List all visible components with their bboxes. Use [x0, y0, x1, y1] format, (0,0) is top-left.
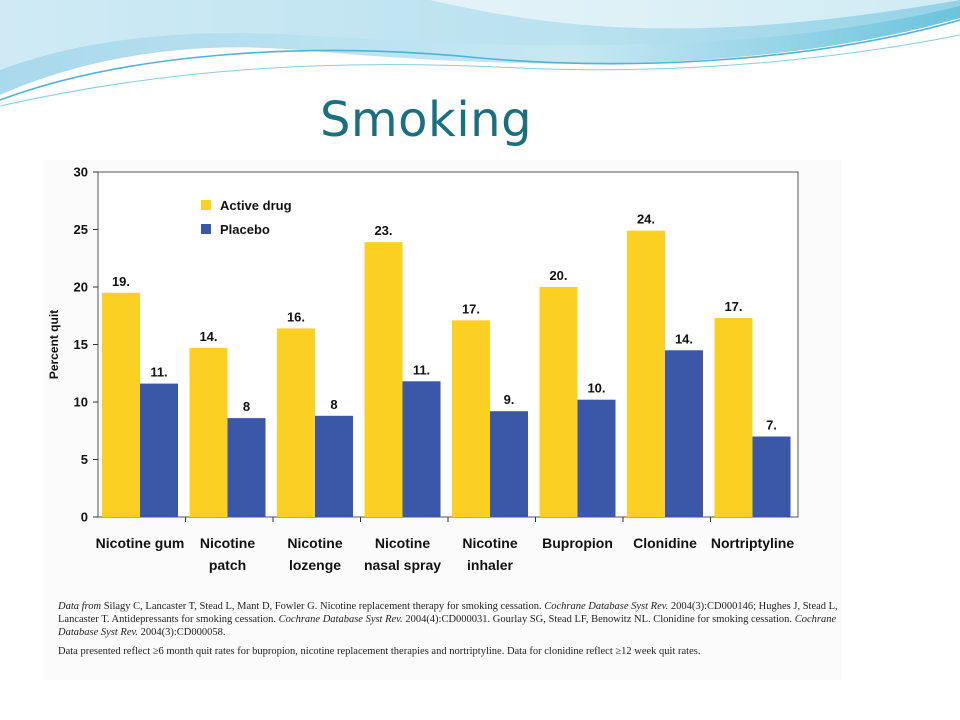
- data-label: 7.: [766, 418, 777, 433]
- data-label: 11.: [150, 365, 167, 380]
- legend-swatch: [201, 200, 211, 210]
- citation-text: Data from Silagy C, Lancaster T, Stead L…: [58, 600, 842, 639]
- data-label: 10.: [587, 381, 605, 396]
- bar: [752, 436, 791, 517]
- y-tick-label: 0: [81, 510, 88, 525]
- bar: [577, 399, 616, 517]
- x-tick-label: Bupropion: [542, 535, 613, 551]
- figure-panel: 0 5 10 15 20 25 30 Percent quit 19. 11. Nicotine g…: [44, 160, 842, 680]
- bar: [364, 242, 403, 517]
- data-label: 24.: [637, 212, 655, 227]
- citation-part: 2004(3):CD000146; Hughes J, Stead L, Lan…: [58, 601, 838, 625]
- data-label: 17.: [724, 299, 742, 314]
- bar: [402, 381, 441, 517]
- bar: [490, 411, 528, 517]
- y-tick-label: 25: [74, 222, 88, 237]
- x-tick-label: patch: [209, 557, 246, 573]
- header-wave-decoration: [0, 0, 960, 107]
- bar: [315, 415, 353, 517]
- y-axis-title: Percent quit: [47, 310, 61, 379]
- citation-part: Data from: [58, 601, 102, 612]
- citation-part: 2004(4):CD000031. Gourlay SG, Stead LF, …: [402, 614, 795, 625]
- slide-title: Smoking: [319, 92, 533, 148]
- x-tick-label: Nortriptyline: [711, 535, 794, 551]
- source-note: Data from Silagy C, Lancaster T, Stead L…: [58, 600, 842, 664]
- data-label: 14.: [199, 329, 217, 344]
- bar: [627, 230, 665, 517]
- bar: [452, 320, 490, 517]
- data-label: 19.: [112, 274, 130, 289]
- y-tick-label: 20: [74, 280, 88, 295]
- citation-part: Cochrane Database Syst Rev.: [58, 614, 837, 638]
- bar: [189, 347, 228, 517]
- x-tick-label: Nicotine: [287, 535, 342, 551]
- citation-part: Silagy C, Lancaster T, Stead L, Mant D, …: [101, 601, 545, 612]
- y-tick-label: 15: [74, 337, 88, 352]
- y-tick-label: 30: [74, 165, 88, 180]
- data-label: 16.: [287, 309, 305, 324]
- bar: [714, 318, 753, 517]
- footnote-text: Data presented reflect ≥6 month quit rat…: [58, 646, 701, 657]
- bar: [227, 418, 266, 517]
- x-tick-label: nasal spray: [364, 557, 441, 573]
- data-label: 14.: [675, 331, 693, 346]
- x-tick-label: Nicotine: [200, 535, 255, 551]
- bar: [539, 287, 578, 517]
- x-tick-label: Clonidine: [633, 535, 697, 551]
- citation-part: 2004(3):CD000058.: [138, 627, 226, 638]
- data-label: 8: [330, 397, 337, 412]
- bar: [140, 383, 178, 517]
- data-label: 8: [243, 399, 250, 414]
- citation-part: Cochrane Database Syst Rev.: [544, 601, 669, 612]
- y-tick-label: 5: [81, 452, 88, 467]
- data-label: 17.: [462, 301, 480, 316]
- legend-label: Placebo: [220, 222, 270, 237]
- x-tick-label: inhaler: [467, 557, 513, 573]
- x-tick-label: Nicotine: [375, 535, 430, 551]
- data-label: 11.: [413, 362, 430, 377]
- bar: [665, 350, 703, 517]
- legend-label: Active drug: [220, 198, 292, 213]
- x-tick-label: lozenge: [289, 557, 341, 573]
- citation-part: Cochrane Database Syst Rev.: [278, 614, 403, 625]
- bar-chart: 0 5 10 15 20 25 30 Percent quit 19. 11. Nicotine g…: [47, 165, 799, 573]
- data-label: 20.: [549, 268, 567, 283]
- legend-swatch: [201, 224, 211, 234]
- x-tick-label: Nicotine gum: [96, 535, 185, 551]
- bar: [102, 292, 140, 517]
- data-label: 23.: [374, 223, 392, 238]
- x-tick-label: Nicotine: [462, 535, 517, 551]
- bar: [277, 328, 315, 517]
- y-tick-label: 10: [74, 395, 88, 410]
- data-label: 9.: [504, 392, 515, 407]
